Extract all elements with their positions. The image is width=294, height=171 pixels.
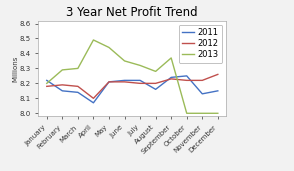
2012 [216,73,220,75]
Line: 2012: 2012 [47,74,218,98]
2012 [92,97,95,99]
2011 [45,79,49,81]
2011 [123,79,126,81]
2012 [76,85,80,87]
2011 [92,102,95,104]
2013 [169,57,173,59]
2011 [154,88,157,90]
2013 [138,64,142,67]
2011 [201,93,204,95]
2012 [123,81,126,83]
2012 [107,81,111,83]
2012 [169,78,173,80]
2011 [107,81,111,83]
2011 [138,79,142,81]
2013 [92,39,95,41]
Line: 2011: 2011 [47,76,218,103]
2013 [201,112,204,114]
Line: 2013: 2013 [47,40,218,113]
2013 [61,69,64,71]
2011 [169,76,173,78]
2012 [138,82,142,84]
2013 [185,112,188,114]
Legend: 2011, 2012, 2013: 2011, 2012, 2013 [178,25,222,63]
2011 [76,91,80,93]
2011 [185,75,188,77]
2012 [185,79,188,81]
2013 [216,112,220,114]
2012 [154,82,157,84]
2012 [61,84,64,86]
2012 [201,79,204,81]
2013 [154,70,157,73]
2013 [123,60,126,62]
2012 [45,85,49,87]
2011 [61,90,64,92]
2013 [107,47,111,49]
Y-axis label: Millions: Millions [12,55,18,82]
Title: 3 Year Net Profit Trend: 3 Year Net Profit Trend [66,6,198,19]
2013 [76,67,80,69]
2013 [45,82,49,84]
2011 [216,90,220,92]
